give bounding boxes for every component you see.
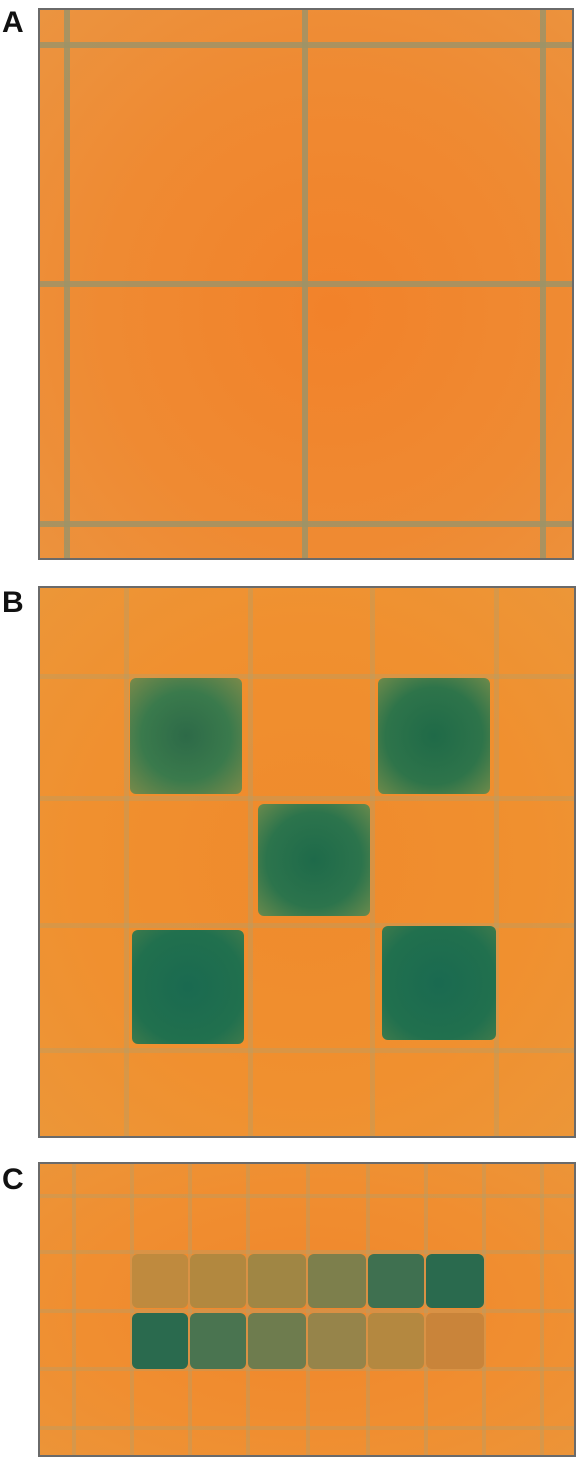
panel-label-b: B bbox=[2, 586, 24, 619]
graded-spot bbox=[190, 1313, 246, 1369]
graded-spot bbox=[368, 1254, 424, 1308]
grid-line bbox=[40, 796, 574, 801]
grid-line bbox=[40, 923, 574, 928]
grid-line bbox=[366, 1164, 370, 1455]
grid-line bbox=[124, 588, 129, 1136]
graded-spot bbox=[426, 1313, 484, 1369]
graded-spot bbox=[308, 1313, 366, 1369]
grid-line bbox=[40, 1426, 574, 1430]
panel-a bbox=[38, 8, 574, 560]
panel-label-c: C bbox=[2, 1163, 24, 1196]
grid-line bbox=[130, 1164, 134, 1455]
panel-label-a: A bbox=[2, 6, 24, 39]
grid-line bbox=[370, 588, 375, 1136]
grid-line bbox=[482, 1164, 486, 1455]
graded-spot bbox=[426, 1254, 484, 1308]
green-spot bbox=[258, 804, 370, 916]
grid-line bbox=[248, 588, 253, 1136]
panel-c bbox=[38, 1162, 576, 1457]
panel-b bbox=[38, 586, 576, 1138]
grid-line bbox=[40, 1194, 574, 1198]
grid-line bbox=[306, 1164, 310, 1455]
green-spot bbox=[132, 930, 244, 1044]
graded-spot bbox=[308, 1254, 366, 1308]
grid-line bbox=[302, 10, 308, 558]
grid-line bbox=[494, 588, 499, 1136]
grid-line bbox=[40, 1250, 574, 1254]
grid-line bbox=[72, 1164, 76, 1455]
graded-spot bbox=[132, 1313, 188, 1369]
grid-line bbox=[40, 1367, 574, 1371]
green-spot bbox=[378, 678, 490, 794]
grid-line bbox=[540, 10, 546, 558]
green-spot bbox=[130, 678, 242, 794]
graded-spot bbox=[368, 1313, 424, 1369]
grid-line bbox=[540, 1164, 544, 1455]
graded-spot bbox=[132, 1254, 188, 1308]
grid-line bbox=[424, 1164, 428, 1455]
green-spot bbox=[382, 926, 496, 1040]
grid-line bbox=[246, 1164, 250, 1455]
graded-spot bbox=[248, 1313, 306, 1369]
grid-line bbox=[64, 10, 70, 558]
grid-line bbox=[188, 1164, 192, 1455]
grid-line bbox=[40, 1048, 574, 1053]
graded-spot bbox=[190, 1254, 246, 1308]
grid-line bbox=[40, 1309, 574, 1313]
graded-spot bbox=[248, 1254, 306, 1308]
grid-line bbox=[40, 674, 574, 679]
